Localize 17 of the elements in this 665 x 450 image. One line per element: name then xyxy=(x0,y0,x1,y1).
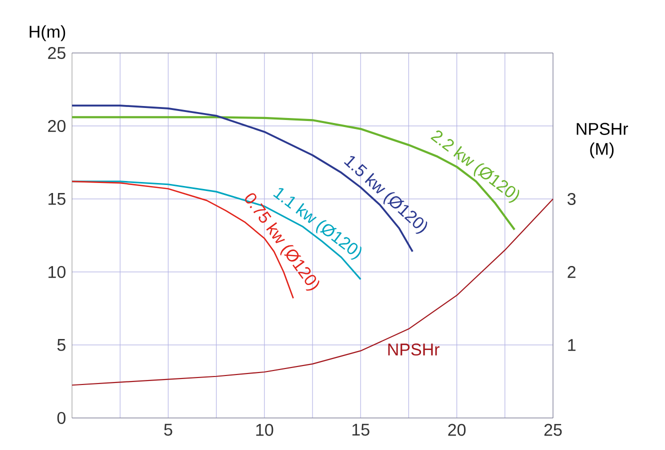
y-tick-label: 5 xyxy=(57,339,66,351)
x-tick-label: 10 xyxy=(256,424,274,436)
y2-axis-title: NPSHr (M) xyxy=(576,122,628,158)
y-tick-label: 0 xyxy=(57,412,66,424)
x-tick-label: 25 xyxy=(544,424,562,436)
y2-tick-label: 3 xyxy=(568,192,576,206)
y-axis-title: H(m) xyxy=(30,25,66,42)
x-tick-label: 5 xyxy=(164,424,172,436)
y-tick-label: 15 xyxy=(48,193,66,205)
y2-tick-label: 1 xyxy=(568,339,576,351)
x-tick-label: 15 xyxy=(352,424,370,436)
series-label: NPSHr xyxy=(388,344,440,356)
y-tick-label: 20 xyxy=(48,120,66,132)
x-tick-label: 20 xyxy=(448,424,466,436)
y2-tick-label: 2 xyxy=(568,266,576,278)
y-tick-label: 25 xyxy=(48,46,66,60)
y-tick-label: 10 xyxy=(48,266,66,278)
